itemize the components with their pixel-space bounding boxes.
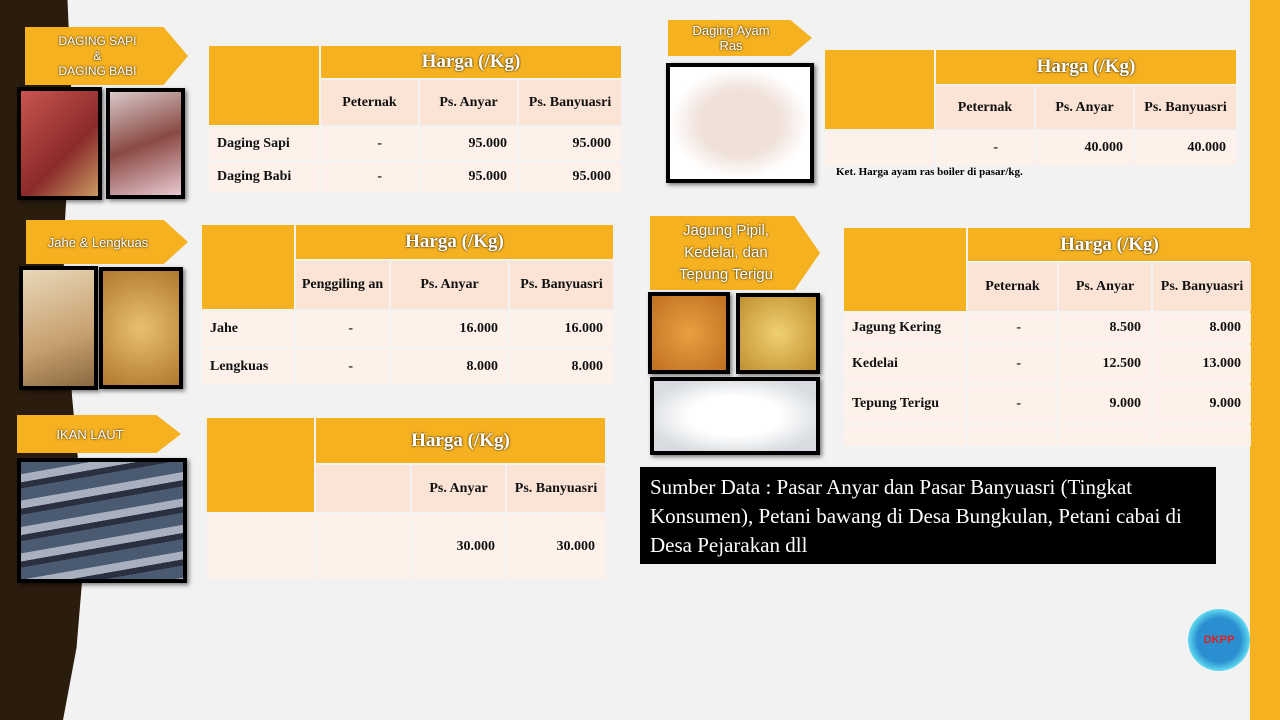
- jagung-price-cell: 9.000: [1153, 385, 1251, 423]
- ikan-col-header: [316, 465, 410, 512]
- ayam-corner-cell: [825, 50, 934, 129]
- jagung-row-label: [844, 425, 966, 446]
- jahe-price-cell: 16.000: [510, 311, 613, 347]
- beef-image: [17, 87, 102, 200]
- ayam-price-cell: 40.000: [1135, 131, 1236, 165]
- jagung-price-cell: -: [968, 345, 1057, 383]
- sapi-harga-header: Harga (/Kg): [321, 46, 621, 78]
- sapi-row-label: Daging Sapi: [209, 127, 319, 160]
- ikan-price-cell: 30.000: [507, 514, 605, 579]
- pork-image: [106, 88, 185, 199]
- sapi-row-label: Daging Babi: [209, 162, 319, 192]
- source-box: Sumber Data : Pasar Anyar dan Pasar Bany…: [640, 467, 1216, 564]
- ayam-col-header: Peternak: [936, 86, 1034, 129]
- jagung-row-label: Jagung Kering: [844, 313, 966, 343]
- ikan-harga-header: Harga (/Kg): [316, 418, 605, 463]
- label-sapi-babi: DAGING SAPI & DAGING BABI: [25, 27, 188, 85]
- jagung-harga-header: Harga (/Kg): [968, 228, 1251, 261]
- jahe-row-label: Jahe: [202, 311, 294, 347]
- jahe-harga-header: Harga (/Kg): [296, 225, 613, 259]
- label-jahe: Jahe & Lengkuas: [26, 220, 188, 264]
- ikan-col-header: Ps. Anyar: [412, 465, 505, 512]
- jagung-row-label: Tepung Terigu: [844, 385, 966, 423]
- ikan-price-cell: 30.000: [412, 514, 505, 579]
- logo-text: DKPP: [1203, 634, 1235, 646]
- jahe-col-header: Ps. Anyar: [391, 261, 508, 309]
- ikan-col-header: Ps. Banyuasri: [507, 465, 605, 512]
- sapi-col-header: Ps. Anyar: [420, 80, 517, 125]
- sapi-price-cell: 95.000: [420, 127, 517, 160]
- jagung-col-header: Ps. Anyar: [1059, 263, 1151, 311]
- sapi-col-header: Peternak: [321, 80, 418, 125]
- ikan-corner-cell: [207, 418, 314, 512]
- sapi-price-cell: 95.000: [420, 162, 517, 192]
- ayam-row-label: [825, 131, 934, 165]
- jahe-col-header: Penggiling an: [296, 261, 389, 309]
- ayam-harga-header: Harga (/Kg): [936, 50, 1236, 84]
- jagung-price-cell: [968, 425, 1057, 446]
- jagung-price-cell: 12.500: [1059, 345, 1151, 383]
- jahe-row-label: Lengkuas: [202, 349, 294, 384]
- sapi-price-cell: 95.000: [519, 162, 621, 192]
- fish-image: [17, 458, 187, 583]
- flour-image: [650, 377, 820, 455]
- jagung-col-header: Ps. Banyuasri: [1153, 263, 1251, 311]
- jagung-col-header: Peternak: [968, 263, 1057, 311]
- jagung-price-cell: 9.000: [1059, 385, 1151, 423]
- sapi-price-cell: -: [321, 162, 418, 192]
- ginger-image: [19, 266, 98, 390]
- ayam-price-cell: 40.000: [1036, 131, 1133, 165]
- jagung-price-cell: 8.000: [1153, 313, 1251, 343]
- jagung-corner-cell: [844, 228, 966, 311]
- corn-image: [648, 292, 730, 374]
- ikan-row-label: [207, 514, 314, 579]
- sapi-corner-cell: [209, 46, 319, 125]
- sapi-price-cell: -: [321, 127, 418, 160]
- jahe-price-cell: -: [296, 349, 389, 384]
- jahe-corner-cell: [202, 225, 294, 309]
- right-decoration: [1250, 0, 1280, 720]
- soybean-image: [736, 293, 820, 374]
- jahe-col-header: Ps. Banyuasri: [510, 261, 613, 309]
- label-ayam: Daging Ayam Ras: [668, 20, 812, 56]
- ikan-price-cell: [316, 514, 410, 579]
- ayam-note: Ket. Harga ayam ras boiler di pasar/kg.: [836, 166, 1023, 178]
- jagung-price-cell: [1153, 425, 1251, 446]
- jahe-price-cell: 8.000: [391, 349, 508, 384]
- galangal-image: [99, 267, 183, 389]
- jagung-price-cell: 13.000: [1153, 345, 1251, 383]
- jahe-price-cell: 16.000: [391, 311, 508, 347]
- jagung-price-cell: -: [968, 385, 1057, 423]
- jagung-price-cell: -: [968, 313, 1057, 343]
- sapi-price-cell: 95.000: [519, 127, 621, 160]
- ayam-col-header: Ps. Anyar: [1036, 86, 1133, 129]
- jagung-price-cell: [1059, 425, 1151, 446]
- jagung-row-label: Kedelai: [844, 345, 966, 383]
- ayam-price-cell: -: [936, 131, 1034, 165]
- chicken-image: [666, 63, 814, 183]
- jahe-price-cell: -: [296, 311, 389, 347]
- jahe-price-cell: 8.000: [510, 349, 613, 384]
- ayam-col-header: Ps. Banyuasri: [1135, 86, 1236, 129]
- label-jagung: Jagung Pipil, Kedelai, dan Tepung Terigu: [650, 216, 820, 290]
- dkpp-logo: DKPP: [1188, 609, 1250, 671]
- sapi-col-header: Ps. Banyuasri: [519, 80, 621, 125]
- label-ikan: IKAN LAUT: [17, 415, 181, 453]
- jagung-price-cell: 8.500: [1059, 313, 1151, 343]
